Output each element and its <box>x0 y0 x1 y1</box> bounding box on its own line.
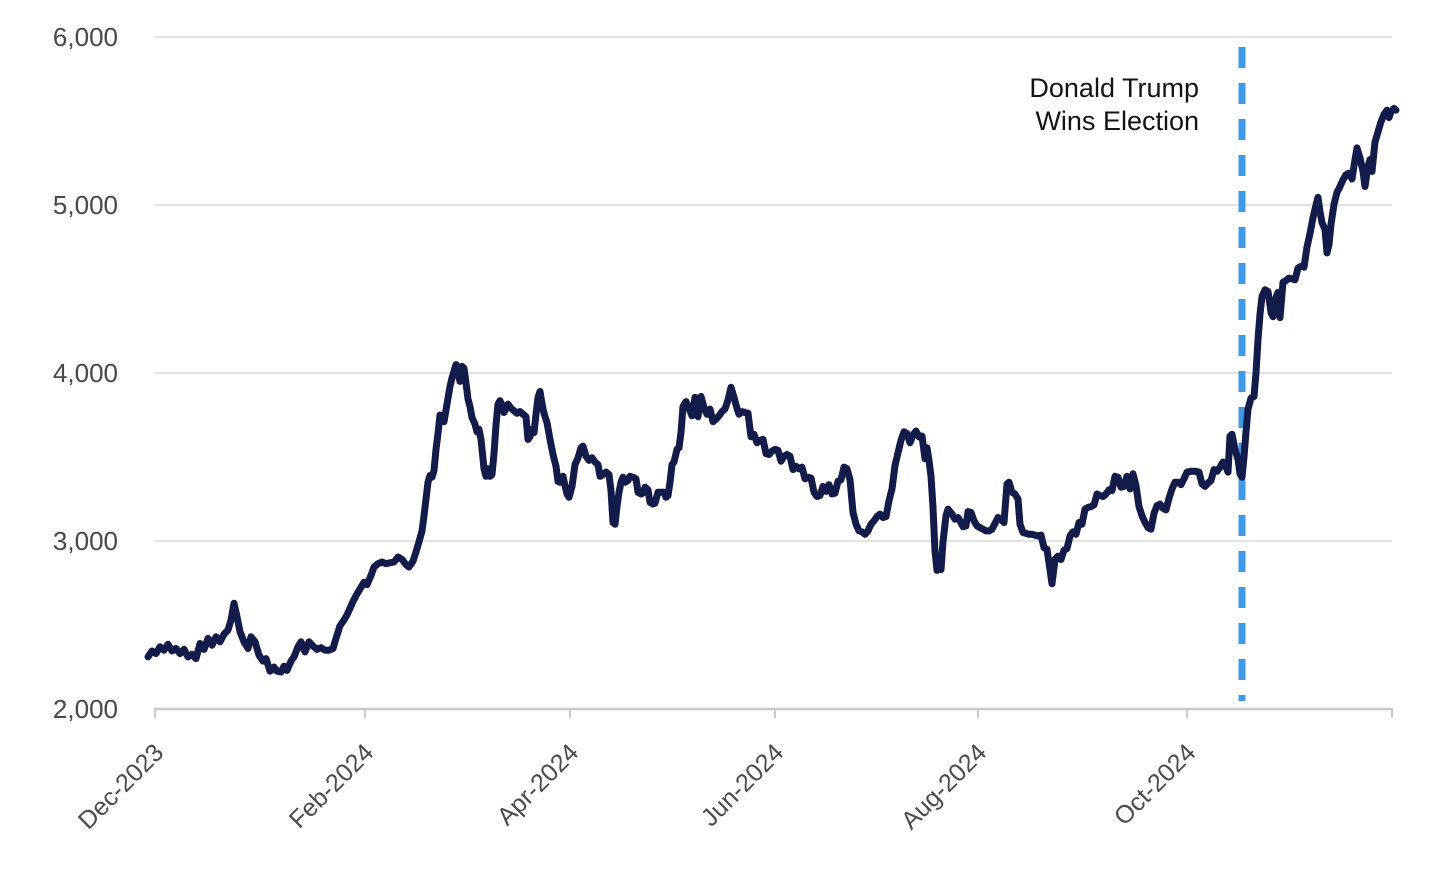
x-axis-tick-label: Jun-2024 <box>696 738 790 832</box>
x-axis-tick-label: Dec-2023 <box>73 738 169 834</box>
y-axis-tick-label: 5,000 <box>53 190 118 220</box>
y-axis-tick-label: 6,000 <box>53 22 118 52</box>
x-axis-tick-label: Oct-2024 <box>1109 738 1202 831</box>
annotation-line-2: Wins Election <box>1035 106 1199 136</box>
x-axis-tick-label: Aug-2024 <box>896 738 993 835</box>
annotation-line-1: Donald Trump <box>1029 73 1199 103</box>
price-series-line <box>144 104 1400 676</box>
y-axis-tick-label: 2,000 <box>53 694 118 724</box>
gridlines-group <box>155 36 1392 710</box>
y-axis-tick-label: 3,000 <box>53 526 118 556</box>
x-axis-tick-label: Apr-2024 <box>492 738 585 831</box>
x-axis-tick-label: Feb-2024 <box>284 738 380 834</box>
axis-labels-group: 2,000 3,000 4,000 5,000 6,000 Dec-2023 Feb-202… <box>53 22 1201 835</box>
axes-group <box>154 707 1393 718</box>
y-axis-tick-label: 4,000 <box>53 358 118 388</box>
